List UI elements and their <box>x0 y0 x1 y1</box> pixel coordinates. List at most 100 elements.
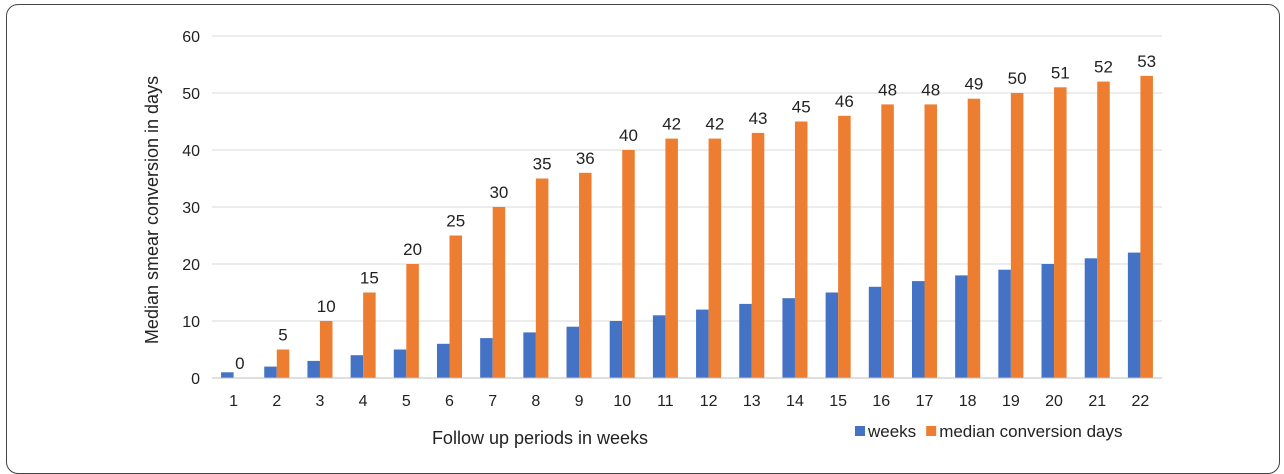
x-tick-label: 19 <box>1002 393 1020 410</box>
bar-median-conversion-days <box>665 138 678 378</box>
x-tick-label: 6 <box>445 393 454 410</box>
bar-weeks <box>221 372 234 378</box>
bar-median-conversion-days <box>794 121 808 378</box>
bar-weeks <box>825 292 839 378</box>
y-tick-label: 0 <box>191 371 200 388</box>
bar-median-conversion-days <box>535 178 549 378</box>
bar-weeks <box>1084 258 1098 378</box>
legend-label: weeks <box>867 422 916 441</box>
y-axis-title: Median smear conversion in days <box>142 76 162 344</box>
data-label: 36 <box>576 149 595 168</box>
y-tick-label: 60 <box>182 29 200 46</box>
legend-swatch <box>855 426 865 436</box>
data-label: 25 <box>446 212 465 231</box>
legend-label: median conversion days <box>939 422 1122 441</box>
bar-weeks <box>350 355 364 378</box>
x-tick-label: 2 <box>272 393 281 410</box>
y-tick-label: 30 <box>182 200 200 217</box>
data-label: 0 <box>235 354 244 373</box>
bar-weeks <box>696 309 709 378</box>
bar-median-conversion-days <box>1054 87 1067 379</box>
bar-weeks <box>480 338 493 378</box>
bar-median-conversion-days <box>276 349 290 378</box>
bar-weeks <box>998 269 1011 378</box>
x-tick-label: 4 <box>359 393 368 410</box>
bar-weeks <box>652 315 666 378</box>
data-label: 48 <box>921 80 940 99</box>
x-tick-label: 15 <box>829 393 847 410</box>
data-label: 53 <box>1137 52 1156 71</box>
y-axis-ticks: 0 10 20 30 40 50 60 <box>182 29 200 388</box>
legend: weeks median conversion days <box>855 422 1123 441</box>
bar-median-conversion-days <box>579 172 592 378</box>
bar-weeks <box>911 281 925 378</box>
bar-median-conversion-days <box>492 207 506 378</box>
x-tick-label: 8 <box>531 393 540 410</box>
bar-median-conversion-days <box>924 104 938 379</box>
x-tick-label: 10 <box>613 393 631 410</box>
x-tick-label: 9 <box>575 393 584 410</box>
x-tick-label: 3 <box>316 393 325 410</box>
bar-weeks <box>393 349 407 378</box>
bar-median-conversion-days <box>1140 75 1153 379</box>
data-label: 45 <box>792 98 811 117</box>
data-label: 48 <box>878 80 897 99</box>
data-label: 40 <box>619 126 638 145</box>
x-tick-label: 16 <box>872 393 890 410</box>
bar-median-conversion-days <box>319 321 333 378</box>
bar-weeks <box>609 321 623 378</box>
data-label: 35 <box>533 155 552 174</box>
bar-weeks <box>955 275 968 378</box>
x-tick-label: 13 <box>743 393 761 410</box>
data-label: 42 <box>705 115 724 134</box>
data-label: 5 <box>278 326 287 345</box>
data-labels: 0 5 10 15 20 25 30 35 36 40 42 42 43 45 46 48 48 49 50 51 52… <box>235 52 1156 373</box>
bar-weeks <box>566 326 580 378</box>
bar-median-conversion-days <box>622 150 635 378</box>
bar-median-conversion-days <box>1010 93 1024 378</box>
data-label: 30 <box>489 183 508 202</box>
bar-median-conversion-days <box>967 98 981 378</box>
x-tick-label: 22 <box>1132 393 1150 410</box>
x-axis-ticks: 1 2 3 4 5 6 7 8 9 10 11 12 13 14 15 16 17 18 19 20 21 22 <box>229 393 1149 410</box>
data-label: 20 <box>403 240 422 259</box>
bar-weeks <box>782 298 795 378</box>
bar-weeks <box>1127 252 1141 378</box>
x-tick-label: 1 <box>229 393 238 410</box>
bar-weeks <box>436 343 450 378</box>
x-tick-label: 17 <box>916 393 934 410</box>
x-tick-label: 5 <box>402 393 411 410</box>
x-tick-label: 7 <box>488 393 497 410</box>
bar-weeks <box>523 332 536 378</box>
y-tick-label: 40 <box>182 143 200 160</box>
bar-median-conversion-days <box>363 292 376 378</box>
data-label: 10 <box>317 297 336 316</box>
bar-weeks <box>739 303 752 378</box>
bar-weeks <box>868 286 882 378</box>
data-label: 52 <box>1094 58 1113 77</box>
y-tick-label: 10 <box>182 314 200 331</box>
y-tick-label: 20 <box>182 257 200 274</box>
x-axis-title: Follow up periods in weeks <box>432 428 648 448</box>
data-label: 46 <box>835 92 854 111</box>
bar-weeks <box>264 366 277 378</box>
data-label: 43 <box>749 109 768 128</box>
y-tick-label: 50 <box>182 86 200 103</box>
bar-median-conversion-days <box>406 264 419 378</box>
bar-weeks <box>307 360 320 378</box>
bar-weeks <box>1041 264 1055 378</box>
bar-median-conversion-days <box>751 132 765 378</box>
data-label: 50 <box>1008 69 1027 88</box>
data-label: 51 <box>1051 63 1070 82</box>
bar-median-conversion-days <box>708 138 722 378</box>
x-tick-label: 21 <box>1088 393 1106 410</box>
data-label: 49 <box>964 75 983 94</box>
x-tick-label: 18 <box>959 393 977 410</box>
x-tick-label: 14 <box>786 393 804 410</box>
data-label: 42 <box>662 115 681 134</box>
bar-median-conversion-days <box>1097 81 1110 378</box>
bar-median-conversion-days <box>449 235 463 378</box>
bar-median-conversion-days <box>838 115 851 379</box>
bars <box>221 75 1153 379</box>
